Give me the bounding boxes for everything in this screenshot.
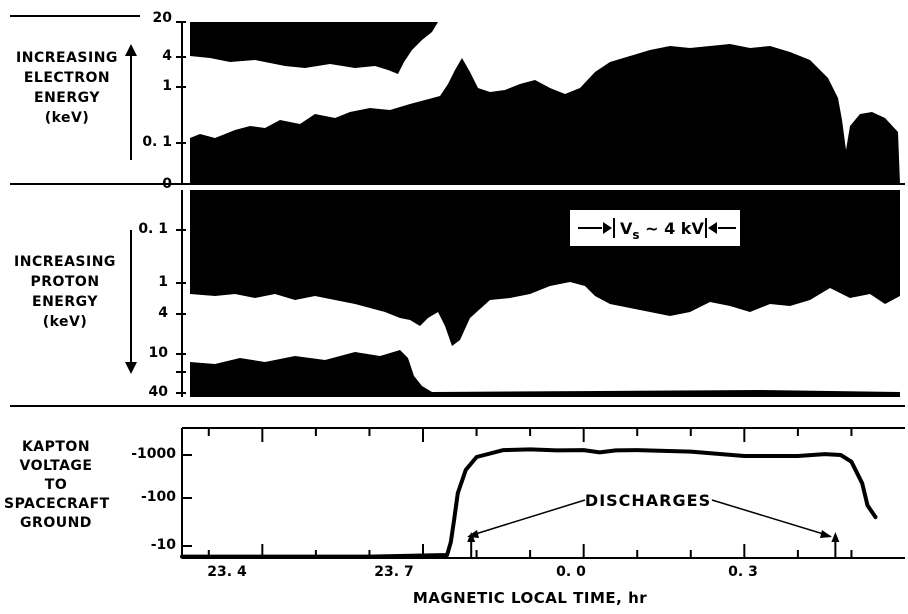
- electron-ylabel-line-1: INCREASING: [16, 50, 118, 66]
- discharges-leader-left-head: [467, 530, 479, 538]
- proton-ylabel: INCREASING PROTON ENERGY (keV): [6, 252, 124, 332]
- electron-band-low: [190, 44, 900, 184]
- proton-tick-label-1: 1: [158, 274, 168, 290]
- discharges-leader-left: [468, 499, 586, 537]
- voltage-tick-label-1000: -1000: [131, 446, 176, 462]
- electron-tick-label-20: 20: [152, 10, 172, 26]
- electron-ylabel-line-3: ENERGY: [34, 90, 100, 106]
- electron-spectrogram: [190, 22, 900, 184]
- electron-tick-label-4: 4: [162, 48, 172, 64]
- x-tick-label-0-3: 0. 3: [728, 564, 758, 580]
- electron-tick-label-1: 1: [162, 78, 172, 94]
- kapton-voltage-line: [180, 447, 878, 559]
- electron-ylabel-line-4: (keV): [44, 110, 90, 126]
- voltage-y-ticks: [182, 454, 192, 547]
- voltage-ylabel-line-3: TO: [44, 477, 68, 493]
- discharges-leader-right: [711, 499, 831, 537]
- vs-right-arrow-head: [708, 222, 717, 234]
- electron-ylabel-line-2: ELECTRON: [23, 70, 111, 86]
- electron-tick-label-0: 0: [162, 176, 172, 192]
- electron-band-high: [190, 22, 438, 74]
- electron-ylabel: INCREASING ELECTRON ENERGY (keV): [8, 48, 126, 128]
- proton-spectrogram: [190, 190, 900, 397]
- proton-tick-label-40: 40: [148, 384, 168, 400]
- x-tick-label-23-4: 23. 4: [207, 564, 247, 580]
- discharges-leader-right-head: [820, 530, 832, 538]
- discharges-annotation: DISCHARGES: [467, 491, 832, 538]
- proton-ylabel-line-1: INCREASING: [14, 254, 116, 270]
- vs-annotation: Vs ~ 4 kV: [570, 210, 740, 246]
- voltage-tick-label-100: -100: [140, 489, 176, 505]
- proton-ylabel-line-4: (keV): [42, 314, 88, 330]
- proton-band-high: [190, 350, 432, 397]
- voltage-ylabel: KAPTON VOLTAGE TO SPACECRAFT GROUND: [4, 438, 110, 533]
- electron-arrow-head: [125, 44, 137, 56]
- vs-label: Vs ~ 4 kV: [620, 219, 704, 242]
- discharges-label: DISCHARGES: [585, 491, 711, 510]
- voltage-tick-label-10: -10: [150, 537, 176, 553]
- proton-arrow-head: [125, 362, 137, 374]
- electron-y-axis: [10, 15, 186, 185]
- electron-tick-label-0-1: 0. 1: [142, 134, 172, 150]
- x-tick-label-0-0: 0. 0: [556, 564, 586, 580]
- proton-floor: [432, 390, 900, 397]
- vs-prefix: V: [620, 219, 633, 238]
- vs-subscript: s: [632, 228, 639, 242]
- proton-band-low: [190, 190, 900, 346]
- proton-y-axis: [130, 190, 186, 397]
- proton-tick-label-4: 4: [158, 305, 168, 321]
- voltage-plot-frame: [181, 427, 905, 559]
- voltage-ylabel-line-5: GROUND: [20, 515, 92, 531]
- voltage-ylabel-line-1: KAPTON: [21, 439, 91, 455]
- proton-ylabel-line-2: PROTON: [30, 274, 100, 290]
- x-tick-label-23-7: 23. 7: [374, 564, 414, 580]
- vs-left-arrow-head: [603, 222, 612, 234]
- proton-tick-label-10: 10: [148, 345, 168, 361]
- proton-ylabel-line-3: ENERGY: [32, 294, 98, 310]
- voltage-ylabel-line-2: VOLTAGE: [19, 458, 93, 474]
- voltage-ylabel-line-4: SPACECRAFT: [4, 496, 110, 512]
- x-axis-label: MAGNETIC LOCAL TIME, hr: [412, 589, 648, 607]
- vs-suffix: ~ 4 kV: [640, 219, 705, 238]
- discharge-marker-head-2: [831, 532, 840, 542]
- voltage-x-ticks-top: [207, 428, 853, 442]
- discharge-markers: [467, 532, 840, 558]
- proton-tick-label-0-1: 0. 1: [138, 221, 168, 237]
